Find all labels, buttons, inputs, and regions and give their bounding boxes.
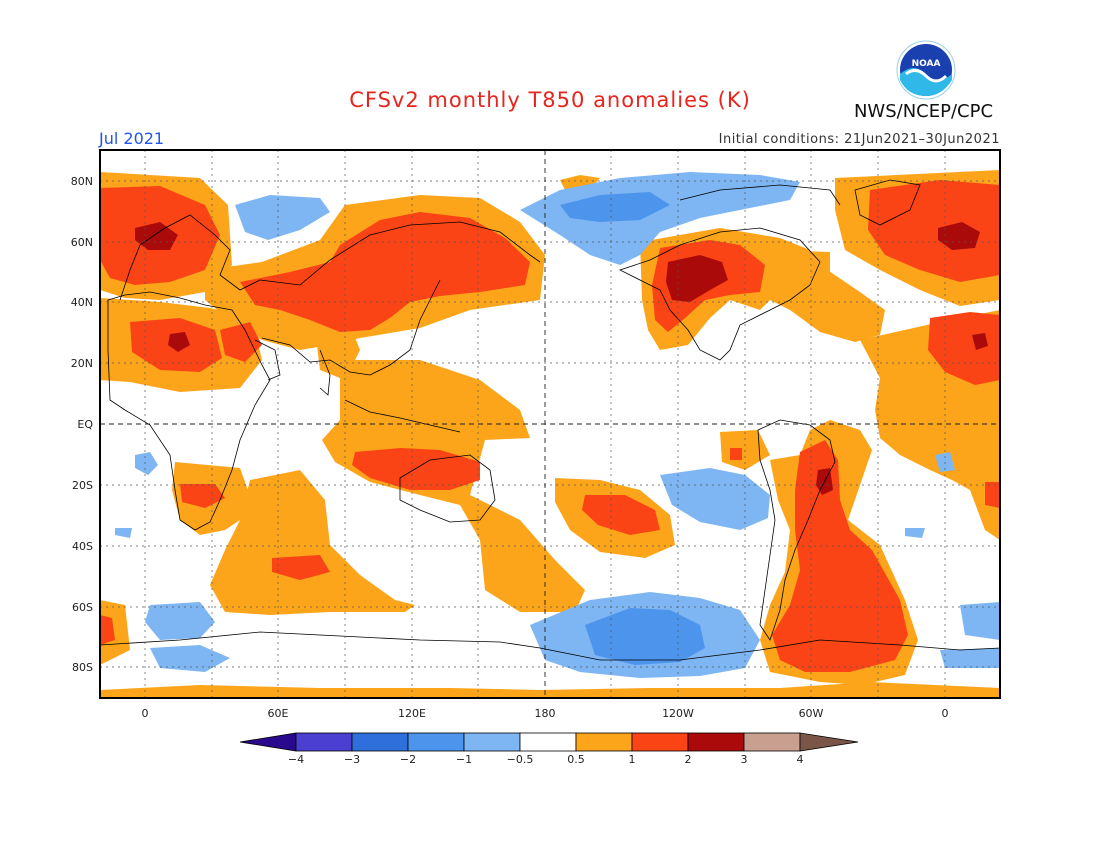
colorbar-label: −0.5 (507, 753, 534, 766)
colorbar-swatch (631, 732, 689, 752)
colorbar-swatch (575, 732, 633, 752)
color-bar (239, 732, 859, 752)
colorbar-label: −4 (288, 753, 304, 766)
lat-label: 40S (72, 540, 93, 553)
grid-lines (100, 150, 1000, 698)
colorbar-label: 0.5 (567, 753, 585, 766)
lon-label: 0 (142, 707, 149, 720)
initial-conditions: Initial conditions: 21Jun2021–30Jun2021 (718, 132, 1000, 147)
lon-label: 0 (942, 707, 949, 720)
colorbar-label: −3 (344, 753, 360, 766)
lat-label: 60S (72, 601, 93, 614)
colorbar-label: 3 (741, 753, 748, 766)
lon-label: 180 (535, 707, 556, 720)
colorbar-swatch (295, 732, 353, 752)
map-frame (99, 149, 1001, 699)
colorbar-swatch (351, 732, 409, 752)
lat-label: 40N (71, 296, 93, 309)
colorbar-label: 2 (685, 753, 692, 766)
lat-label: 60N (71, 236, 93, 249)
lon-label: 60E (268, 707, 289, 720)
colorbar-swatch (687, 732, 745, 752)
coastlines (100, 179, 1000, 661)
colorbar-swatch-max (799, 732, 859, 752)
colorbar-label: 4 (797, 753, 804, 766)
map-title: CFSv2 monthly T850 anomalies (K) (349, 88, 751, 112)
colorbar-label: 1 (629, 753, 636, 766)
lat-label: 20N (71, 357, 93, 370)
colorbar-label: −2 (400, 753, 416, 766)
lon-label: 120W (662, 707, 694, 720)
cool-moderate-anomaly (560, 192, 705, 665)
colorbar-swatch-min (239, 732, 297, 752)
warm-strong-anomaly (135, 222, 988, 495)
colorbar-label: −1 (456, 753, 472, 766)
lon-label: 60W (799, 707, 824, 720)
lat-label: EQ (77, 418, 93, 431)
colorbar-swatch (463, 732, 521, 752)
lon-label: 120E (398, 707, 426, 720)
colorbar-swatch (407, 732, 465, 752)
equator-dateline (100, 150, 1000, 698)
lat-label: 80S (72, 661, 93, 674)
colorbar-swatch (743, 732, 801, 752)
logo-text: NOAA (912, 59, 941, 69)
longitude-labels: 0 60E 120E 180 120W 60W 0 (142, 707, 949, 720)
forecast-period: Jul 2021 (99, 129, 165, 148)
lat-label: 20S (72, 479, 93, 492)
noaa-logo-icon: NOAA (896, 40, 956, 100)
lat-label: 80N (71, 175, 93, 188)
latitude-labels: 80N 60N 40N 20N EQ 20S 40S 60S 80S (71, 175, 94, 674)
agency-label: NWS/NCEP/CPC (853, 101, 994, 122)
colorbar-labels: −4 −3 −2 −1 −0.5 0.5 1 2 3 4 (288, 753, 804, 766)
colorbar-swatch (519, 732, 577, 752)
